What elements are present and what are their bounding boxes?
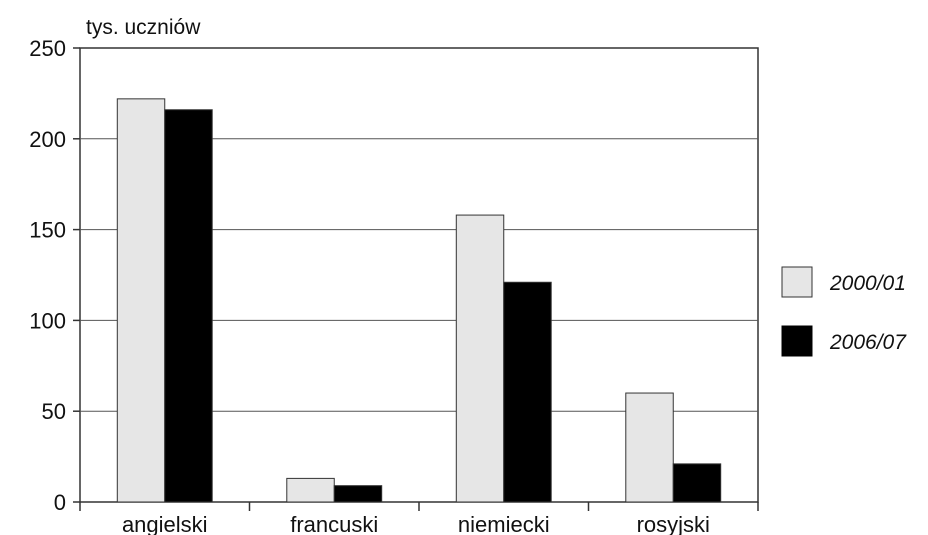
bar-2000-01-francuski bbox=[286, 477, 335, 503]
bar-2006-07-rosyjski bbox=[672, 463, 722, 503]
y-tick-label: 250 bbox=[29, 36, 66, 61]
x-axis: angielski francuski niemiecki rosyjski bbox=[79, 502, 759, 535]
legend: 2000/01 2006/07 bbox=[781, 266, 907, 357]
y-axis-title: tys. uczniów bbox=[86, 16, 201, 39]
y-tick-label: 100 bbox=[29, 308, 66, 333]
legend-swatch-2006-07 bbox=[781, 325, 813, 357]
bars bbox=[116, 98, 722, 503]
y-tick-label: 200 bbox=[29, 127, 66, 152]
y-tick-label: 50 bbox=[42, 399, 66, 424]
y-axis: 0 50 100 150 200 250 bbox=[29, 36, 80, 515]
legend-swatch-2000-01 bbox=[781, 266, 813, 298]
legend-label-2006-07: 2006/07 bbox=[829, 331, 907, 354]
bar-2000-01-angielski bbox=[116, 98, 166, 503]
bar-2006-07-francuski bbox=[333, 485, 383, 503]
y-tick-label: 0 bbox=[54, 490, 66, 515]
x-tick-label: rosyjski bbox=[637, 512, 710, 535]
bar-2006-07-niemiecki bbox=[503, 281, 552, 503]
x-tick-label: angielski bbox=[122, 512, 208, 535]
bar-2000-01-niemiecki bbox=[455, 214, 505, 503]
legend-label-2000-01: 2000/01 bbox=[829, 272, 906, 295]
x-tick-label: francuski bbox=[290, 512, 378, 535]
x-tick-label: niemiecki bbox=[458, 512, 550, 535]
bar-2000-01-rosyjski bbox=[625, 392, 674, 503]
y-tick-label: 150 bbox=[29, 218, 66, 243]
bar-2006-07-angielski bbox=[164, 109, 213, 503]
